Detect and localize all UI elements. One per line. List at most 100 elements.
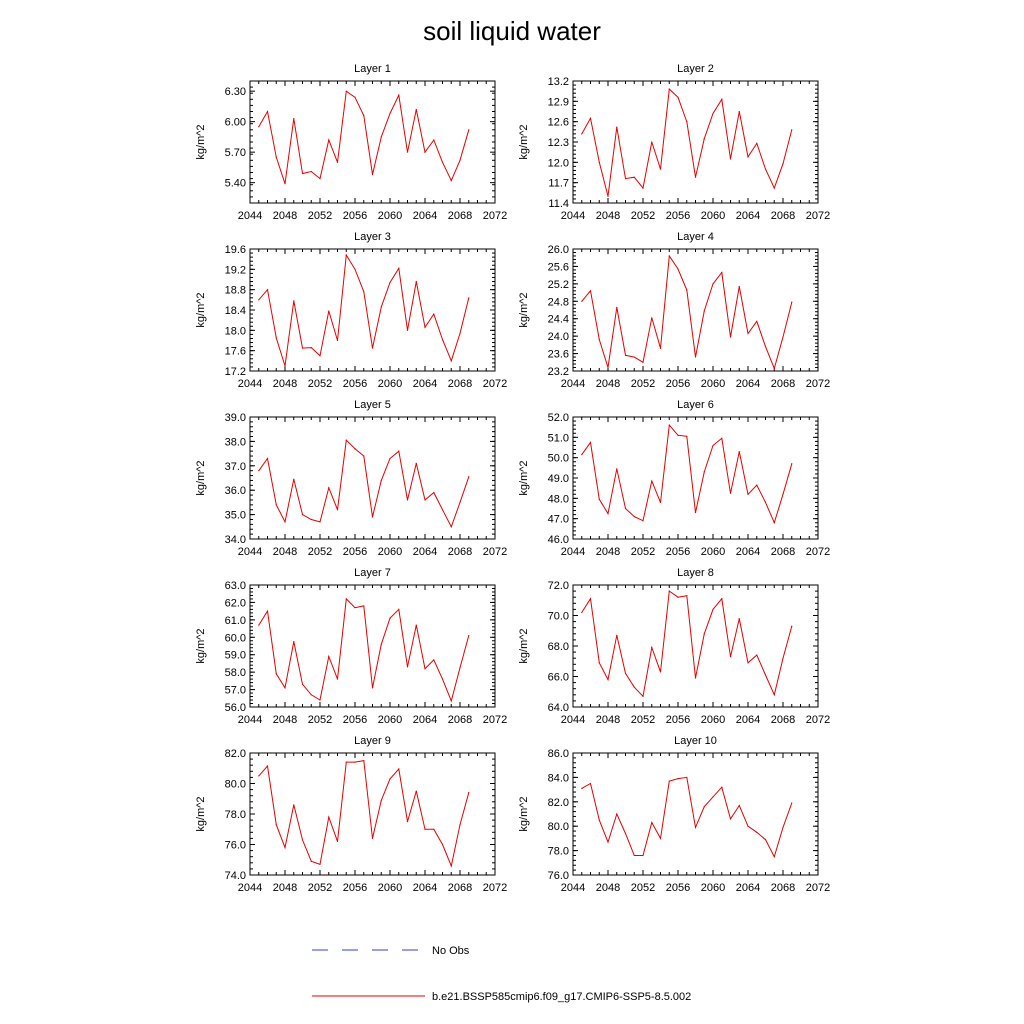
data-point xyxy=(738,450,740,453)
y-axis-label: kg/m^2 xyxy=(518,460,530,495)
y-tick-label: 80.0 xyxy=(225,779,246,791)
x-tick-label: 2048 xyxy=(596,882,620,894)
x-tick-label: 2060 xyxy=(701,378,725,390)
data-point xyxy=(468,129,470,131)
data-point xyxy=(301,839,304,841)
x-tick-label: 2064 xyxy=(413,378,437,390)
data-point xyxy=(406,151,409,153)
data-point xyxy=(598,498,600,500)
data-point xyxy=(441,843,444,846)
x-tick-label: 2064 xyxy=(413,882,437,894)
x-tick-label: 2056 xyxy=(666,714,690,726)
y-tick-label: 82.0 xyxy=(548,797,569,809)
data-point xyxy=(642,361,644,363)
data-point xyxy=(589,441,592,444)
data-point xyxy=(258,126,260,128)
x-tick-label: 2068 xyxy=(448,882,472,894)
x-tick-label: 2068 xyxy=(771,882,795,894)
data-point xyxy=(791,301,793,303)
data-point xyxy=(791,129,793,131)
x-tick-label: 2052 xyxy=(631,882,655,894)
y-tick-label: 24.0 xyxy=(548,331,569,343)
x-tick-label: 2056 xyxy=(666,546,690,558)
series-line xyxy=(258,597,470,703)
data-point xyxy=(589,598,592,600)
y-tick-label: 24.8 xyxy=(548,296,569,308)
data-point xyxy=(354,448,356,450)
data-point xyxy=(319,355,321,357)
data-point xyxy=(607,841,609,843)
data-point xyxy=(607,366,609,369)
y-tick-label: 58.0 xyxy=(225,667,246,679)
x-tick-label: 2044 xyxy=(561,210,585,222)
data-point xyxy=(336,161,339,163)
x-tick-label: 2072 xyxy=(483,546,507,558)
x-tick-label: 2060 xyxy=(701,714,725,726)
data-point xyxy=(459,159,461,161)
data-point xyxy=(354,607,356,609)
data-point xyxy=(293,641,295,643)
y-axis-label: kg/m^2 xyxy=(195,124,207,159)
data-point xyxy=(293,300,295,302)
x-tick-label: 2064 xyxy=(413,546,437,558)
data-point xyxy=(258,470,260,472)
data-point xyxy=(616,634,618,636)
y-tick-label: 18.8 xyxy=(225,285,246,297)
y-tick-label: 66.0 xyxy=(548,672,569,684)
data-point xyxy=(398,267,400,269)
panel-title: Layer 5 xyxy=(354,399,391,411)
data-point xyxy=(293,804,295,806)
y-tick-label: 34.0 xyxy=(225,534,246,546)
y-tick-label: 12.3 xyxy=(548,137,569,149)
data-point xyxy=(703,471,705,473)
data-point xyxy=(415,108,417,111)
x-tick-label: 2064 xyxy=(736,546,760,558)
data-point xyxy=(694,176,697,178)
data-point xyxy=(773,694,775,696)
data-point xyxy=(336,840,339,843)
x-tick-label: 2044 xyxy=(561,378,585,390)
data-point xyxy=(371,173,374,176)
data-point xyxy=(371,837,374,840)
x-tick-label: 2044 xyxy=(238,378,262,390)
data-point xyxy=(468,476,470,478)
legend-model-label: b.e21.BSSP585cmip6.f09_g17.CMIP6-SSP5-8.… xyxy=(432,991,691,1003)
y-tick-label: 78.0 xyxy=(225,809,246,821)
data-point xyxy=(773,522,775,524)
data-point xyxy=(756,142,758,144)
data-point xyxy=(651,480,653,482)
panel-title: Layer 7 xyxy=(354,567,391,579)
x-tick-label: 2064 xyxy=(413,714,437,726)
data-point xyxy=(729,656,732,658)
data-point xyxy=(266,289,269,291)
y-tick-label: 23.6 xyxy=(548,349,569,361)
data-point xyxy=(328,816,330,818)
data-point xyxy=(581,611,583,614)
data-point xyxy=(764,501,767,503)
data-point xyxy=(651,141,653,143)
y-tick-label: 50.0 xyxy=(548,453,569,465)
data-point xyxy=(345,598,347,600)
data-point xyxy=(450,700,452,702)
data-point xyxy=(721,786,723,788)
data-point xyxy=(336,678,339,680)
y-axis-label: kg/m^2 xyxy=(518,292,530,327)
plot-frame xyxy=(249,416,496,540)
data-point xyxy=(450,180,452,182)
plot-frame xyxy=(572,752,819,876)
data-point xyxy=(633,176,635,178)
data-point xyxy=(589,290,592,292)
data-point xyxy=(406,329,409,331)
data-point xyxy=(389,281,391,284)
x-tick-label: 2068 xyxy=(771,210,795,222)
data-point xyxy=(616,468,618,470)
y-tick-label: 78.0 xyxy=(548,846,569,858)
data-point xyxy=(677,268,679,270)
x-tick-label: 2064 xyxy=(413,210,437,222)
chart-panel: Layer 10 2044 2048 2052 2056 2060 2064 2068 2072… xyxy=(518,735,830,894)
series-line xyxy=(258,760,470,868)
x-tick-label: 2060 xyxy=(378,210,402,222)
data-point xyxy=(363,114,365,117)
x-tick-label: 2056 xyxy=(343,378,367,390)
